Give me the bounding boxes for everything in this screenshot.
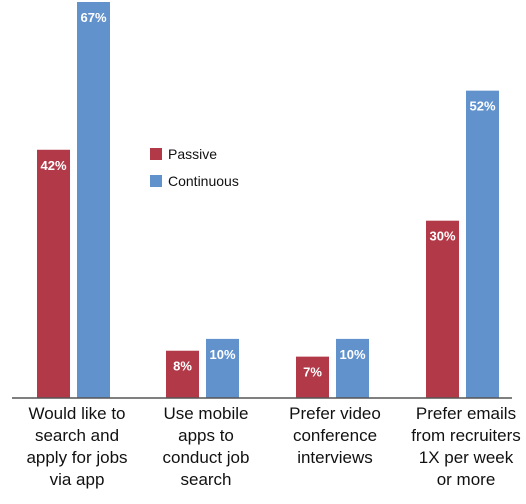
category-label-0: Would like to search and apply for jobs via… xyxy=(26,404,127,489)
legend-label-continuous: Continuous xyxy=(168,173,239,189)
category-label-line: search xyxy=(180,470,231,489)
category-label-line: or more xyxy=(437,470,496,489)
category-label-line: Use mobile xyxy=(163,404,248,423)
category-label-line: apps to xyxy=(178,426,234,445)
category-label-line: Prefer video xyxy=(289,404,381,423)
bar-value-label: 30% xyxy=(429,229,455,244)
category-label-line: search and xyxy=(35,426,119,445)
category-labels: Would like to search and apply for jobs via… xyxy=(26,404,520,489)
bar-value-label: 52% xyxy=(469,99,495,114)
category-label-line: conduct job xyxy=(163,448,250,467)
bar-passive-3 xyxy=(426,220,459,398)
bar-continuous-0 xyxy=(77,2,110,398)
bar-value-label: 10% xyxy=(209,347,235,362)
legend-swatch-passive xyxy=(150,148,162,160)
category-label-1: Use mobile apps to conduct job search xyxy=(163,404,250,489)
legend-label-passive: Passive xyxy=(168,146,217,162)
bar-value-label: 7% xyxy=(303,365,322,380)
category-label-2: Prefer video conference interviews xyxy=(289,404,381,467)
category-label-line: via app xyxy=(50,470,105,489)
category-label-line: from recruiters xyxy=(411,426,521,445)
bar-value-label: 8% xyxy=(173,359,192,374)
bar-passive-1 xyxy=(166,350,199,398)
bar-continuous-1 xyxy=(206,338,239,398)
bar-passive-0 xyxy=(37,149,70,398)
bar-value-label: 10% xyxy=(339,347,365,362)
category-label-line: conference xyxy=(293,426,377,445)
category-label-line: 1X per week xyxy=(419,448,514,467)
bars-group: 42% 67% 8% 10% 7% 10% 30% 52% xyxy=(37,2,499,399)
legend: Passive Continuous xyxy=(150,146,239,189)
bar-value-label: 67% xyxy=(80,10,106,25)
category-label-line: interviews xyxy=(297,448,373,467)
legend-swatch-continuous xyxy=(150,175,162,187)
category-label-3: Prefer emails from recruiters 1X per week o… xyxy=(411,404,521,489)
category-label-line: Prefer emails xyxy=(416,404,516,423)
bar-passive-2 xyxy=(296,356,329,398)
bar-value-label: 42% xyxy=(40,158,66,173)
bar-continuous-3 xyxy=(466,90,499,399)
bar-continuous-2 xyxy=(336,338,369,398)
category-label-line: Would like to xyxy=(28,404,125,423)
category-label-line: apply for jobs xyxy=(26,448,127,467)
